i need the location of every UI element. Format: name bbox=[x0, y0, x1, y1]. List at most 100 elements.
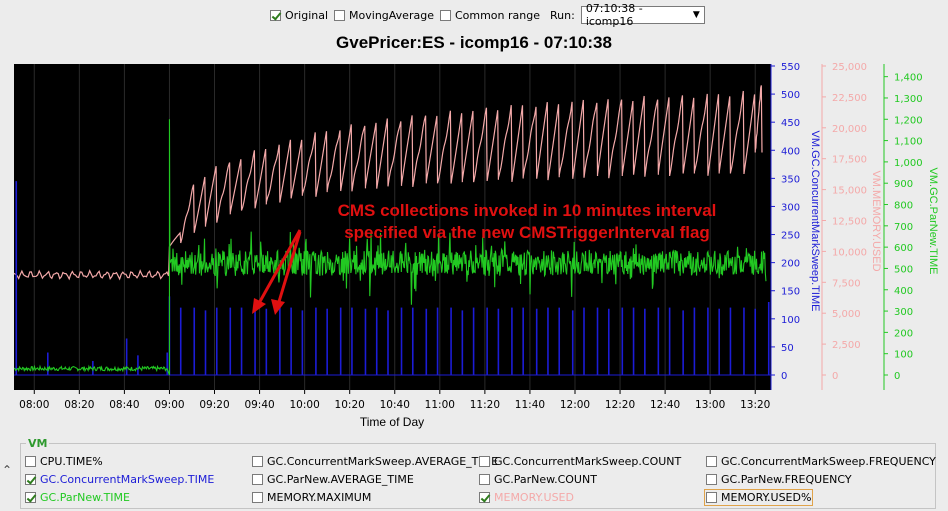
y-tick-label: 350 bbox=[781, 174, 800, 185]
x-tick-label: 08:40 bbox=[109, 399, 139, 411]
y-tick-label: 25,000 bbox=[832, 62, 867, 73]
plot-grid bbox=[33, 64, 756, 390]
common-range-check-box[interactable] bbox=[439, 9, 451, 21]
annotation-arrowhead bbox=[252, 298, 266, 314]
y-tick-label: 500 bbox=[894, 264, 913, 275]
y-axis-title: VM.GC.ParNew.TIME bbox=[927, 168, 939, 275]
x-tick-label: 09:40 bbox=[244, 399, 274, 411]
y-tick-label: 150 bbox=[781, 287, 800, 298]
legend-item-memory-maximum[interactable]: MEMORY.MAXIMUM bbox=[252, 491, 371, 504]
annotation-text-line1: CMS collections invoked in 10 minutes in… bbox=[338, 201, 717, 220]
x-tick-label: 08:20 bbox=[64, 399, 94, 411]
legend-item-cpu-time[interactable]: CPU.TIME% bbox=[25, 455, 103, 468]
y-tick-label: 400 bbox=[894, 286, 913, 297]
y-tick-label: 450 bbox=[781, 118, 800, 129]
y-axis-title: VM.MEMORY.USED bbox=[870, 170, 882, 271]
legend-checkbox[interactable] bbox=[25, 492, 36, 503]
chart: 08:00 08:20 08:40 09:00 09:20 09:40 10:00 10:20… bbox=[13, 62, 939, 429]
legend-item-label: GC.ParNew.COUNT bbox=[494, 473, 597, 486]
x-tick-label: 11:20 bbox=[470, 399, 500, 411]
x-axis: 08:00 08:20 08:40 09:00 09:20 09:40 10:00 10:20… bbox=[19, 390, 770, 411]
legend-checkbox[interactable] bbox=[252, 456, 263, 467]
legend-checkbox[interactable] bbox=[25, 456, 36, 467]
legend-item-parnew-average-time[interactable]: GC.ParNew.AVERAGE_TIME bbox=[252, 473, 414, 486]
y-tick-label: 900 bbox=[894, 179, 913, 190]
y-tick-label: 700 bbox=[894, 222, 913, 233]
parnew-time-line bbox=[13, 119, 767, 376]
legend-checkbox[interactable] bbox=[252, 474, 263, 485]
y-tick-label: 600 bbox=[894, 243, 913, 254]
legend-item-parnew-count[interactable]: GC.ParNew.COUNT bbox=[479, 473, 597, 486]
x-tick-label: 12:00 bbox=[560, 399, 590, 411]
legend-checkbox[interactable] bbox=[479, 456, 490, 467]
annotation-arrow bbox=[256, 229, 302, 306]
legend-checkbox[interactable] bbox=[479, 492, 490, 503]
legend-item-cms-frequency[interactable]: GC.ConcurrentMarkSweep.FREQUENCY bbox=[706, 455, 936, 468]
legend-item-cms-count[interactable]: GC.ConcurrentMarkSweep.COUNT bbox=[479, 455, 681, 468]
chevron-down-icon[interactable]: ▼ bbox=[692, 10, 700, 20]
y-tick-label: 20,000 bbox=[832, 124, 867, 135]
legend-item-memory-used-percent[interactable]: MEMORY.USED% bbox=[703, 489, 814, 506]
moving-average-check-box[interactable] bbox=[334, 9, 346, 21]
y-axis-title: VM.GC.ConcurrentMarkSweep.TIME bbox=[809, 131, 821, 312]
legend-checkbox[interactable] bbox=[25, 474, 36, 485]
legend-item-label: GC.ParNew.AVERAGE_TIME bbox=[267, 473, 414, 486]
x-tick-label: 09:00 bbox=[154, 399, 184, 411]
common-range-checkbox[interactable]: Common range bbox=[439, 9, 540, 22]
legend-checkbox[interactable] bbox=[479, 474, 490, 485]
legend-item-label: MEMORY.USED bbox=[494, 491, 574, 504]
legend-group-title: VM bbox=[26, 437, 50, 450]
legend-item-label: MEMORY.MAXIMUM bbox=[267, 491, 372, 504]
x-tick-label: 10:00 bbox=[290, 399, 320, 411]
x-tick-label: 09:20 bbox=[199, 399, 229, 411]
y-tick-label: 100 bbox=[781, 315, 800, 326]
legend-item-cms-time[interactable]: GC.ConcurrentMarkSweep.TIME bbox=[25, 473, 214, 486]
run-label: Run: bbox=[550, 8, 575, 22]
collapse-icon[interactable]: ⌃ bbox=[2, 463, 13, 477]
annotation-text-line2: specified via the new CMSTriggerInterval… bbox=[344, 223, 710, 242]
x-tick-label: 13:20 bbox=[740, 399, 770, 411]
legend-item-label: GC.ParNew.FREQUENCY bbox=[721, 473, 852, 486]
y-tick-label: 2,500 bbox=[832, 340, 861, 351]
y-tick-label: 300 bbox=[781, 202, 800, 213]
legend-item-parnew-time[interactable]: GC.ParNew.TIME bbox=[25, 491, 130, 504]
y-tick-label: 500 bbox=[781, 90, 800, 101]
moving-average-checkbox[interactable]: MovingAverage bbox=[334, 9, 434, 22]
y-tick-label: 0 bbox=[832, 371, 838, 382]
x-tick-label: 12:40 bbox=[650, 399, 680, 411]
toolbar: Original MovingAverage Common range Run:… bbox=[270, 2, 705, 28]
legend-checkbox[interactable] bbox=[706, 456, 717, 467]
memory-used-line bbox=[13, 85, 763, 281]
y-tick-label: 0 bbox=[894, 371, 900, 382]
legend-item-label: MEMORY.USED% bbox=[721, 491, 812, 504]
y-tick-label: 200 bbox=[894, 328, 913, 339]
y-tick-label: 1,400 bbox=[894, 73, 923, 84]
legend-checkbox[interactable] bbox=[252, 492, 263, 503]
y-tick-label: 5,000 bbox=[832, 309, 861, 320]
legend-item-cms-average-time[interactable]: GC.ConcurrentMarkSweep.AVERAGE_TIME bbox=[252, 455, 498, 468]
legend-item-memory-used[interactable]: MEMORY.USED bbox=[479, 491, 574, 504]
y-tick-label: 100 bbox=[894, 350, 913, 361]
legend-checkbox[interactable] bbox=[706, 492, 717, 503]
y-tick-label: 15,000 bbox=[832, 186, 867, 197]
legend-item-label: GC.ConcurrentMarkSweep.FREQUENCY bbox=[721, 455, 936, 468]
chart-title: GvePricer:ES - icomp16 - 07:10:38 bbox=[336, 33, 612, 52]
original-checkbox[interactable]: Original bbox=[270, 9, 328, 22]
x-tick-label: 12:20 bbox=[605, 399, 635, 411]
legend-checkbox[interactable] bbox=[706, 474, 717, 485]
x-tick-label: 10:40 bbox=[380, 399, 410, 411]
run-select[interactable]: 07:10:38 - icomp16 ▼ bbox=[580, 2, 705, 28]
y-tick-label: 550 bbox=[781, 62, 800, 73]
y-tick-label: 1,300 bbox=[894, 94, 923, 105]
x-tick-label: 13:00 bbox=[695, 399, 725, 411]
x-tick-label: 10:20 bbox=[335, 399, 365, 411]
legend-item-parnew-frequency[interactable]: GC.ParNew.FREQUENCY bbox=[706, 473, 852, 486]
y-tick-label: 400 bbox=[781, 146, 800, 157]
y-tick-label: 22,500 bbox=[832, 93, 867, 104]
original-check-box[interactable] bbox=[270, 9, 281, 21]
moving-average-label: MovingAverage bbox=[349, 8, 434, 22]
run-select-value: 07:10:38 - icomp16 bbox=[585, 2, 643, 28]
legend-item-label: GC.ConcurrentMarkSweep.TIME bbox=[40, 473, 215, 486]
y-tick-label: 200 bbox=[781, 259, 800, 270]
y-tick-label: 800 bbox=[894, 201, 913, 212]
